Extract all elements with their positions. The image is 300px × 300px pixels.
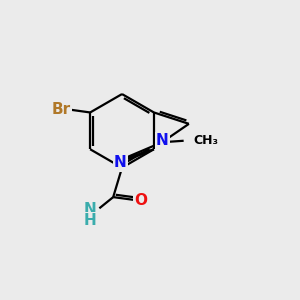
Text: CH₃: CH₃ xyxy=(194,134,219,147)
Text: N: N xyxy=(114,155,127,170)
Text: N: N xyxy=(156,133,169,148)
Text: Br: Br xyxy=(52,102,71,117)
Text: H: H xyxy=(83,213,96,228)
Text: N: N xyxy=(83,202,96,217)
Text: O: O xyxy=(134,193,147,208)
